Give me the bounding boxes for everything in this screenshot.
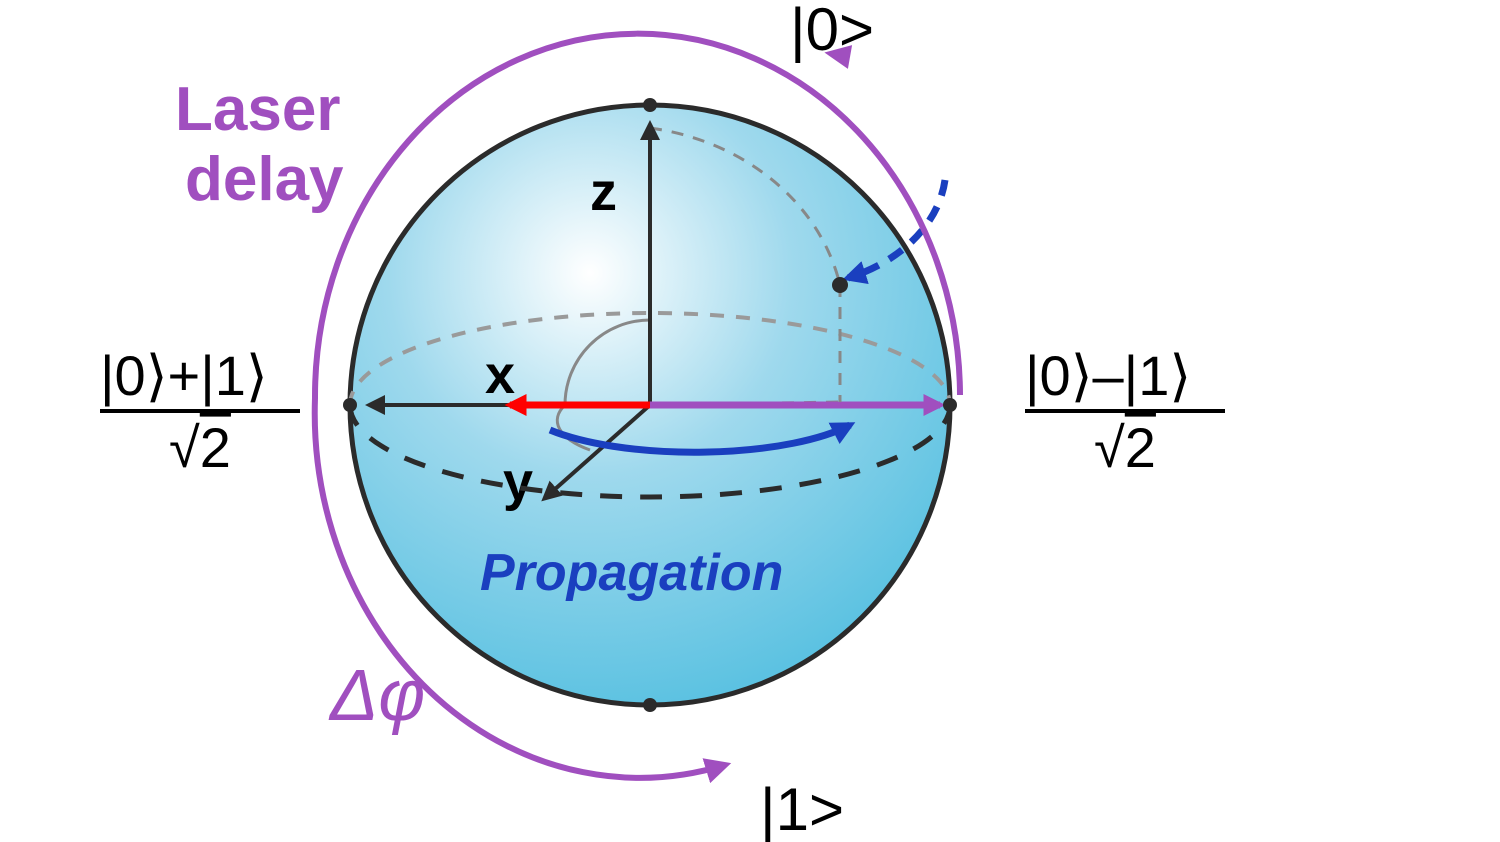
minus-state-denominator: √2 <box>1094 416 1156 479</box>
laser-delay-label-1: Laser <box>175 75 340 144</box>
axis-x-label: x <box>485 345 515 405</box>
ket-1-label: |1> <box>760 776 844 842</box>
propagation-label: Propagation <box>480 544 783 602</box>
pole-dot <box>643 98 657 112</box>
pole-dot <box>643 698 657 712</box>
delta-phi-label: Δφ <box>328 656 425 736</box>
state-point-dot <box>832 277 848 293</box>
plus-state-numerator: |0⟩+|1⟩ <box>100 344 268 407</box>
minus-state-numerator: |0⟩–|1⟩ <box>1025 344 1191 407</box>
laser-delay-label-2: delay <box>185 145 344 214</box>
axis-z-label: z <box>590 162 617 222</box>
pole-dot <box>343 398 357 412</box>
plus-state-denominator: √2 <box>169 416 231 479</box>
ket-0-label: |0> <box>790 0 874 63</box>
pole-dot <box>943 398 957 412</box>
axis-y-label: y <box>503 452 533 512</box>
